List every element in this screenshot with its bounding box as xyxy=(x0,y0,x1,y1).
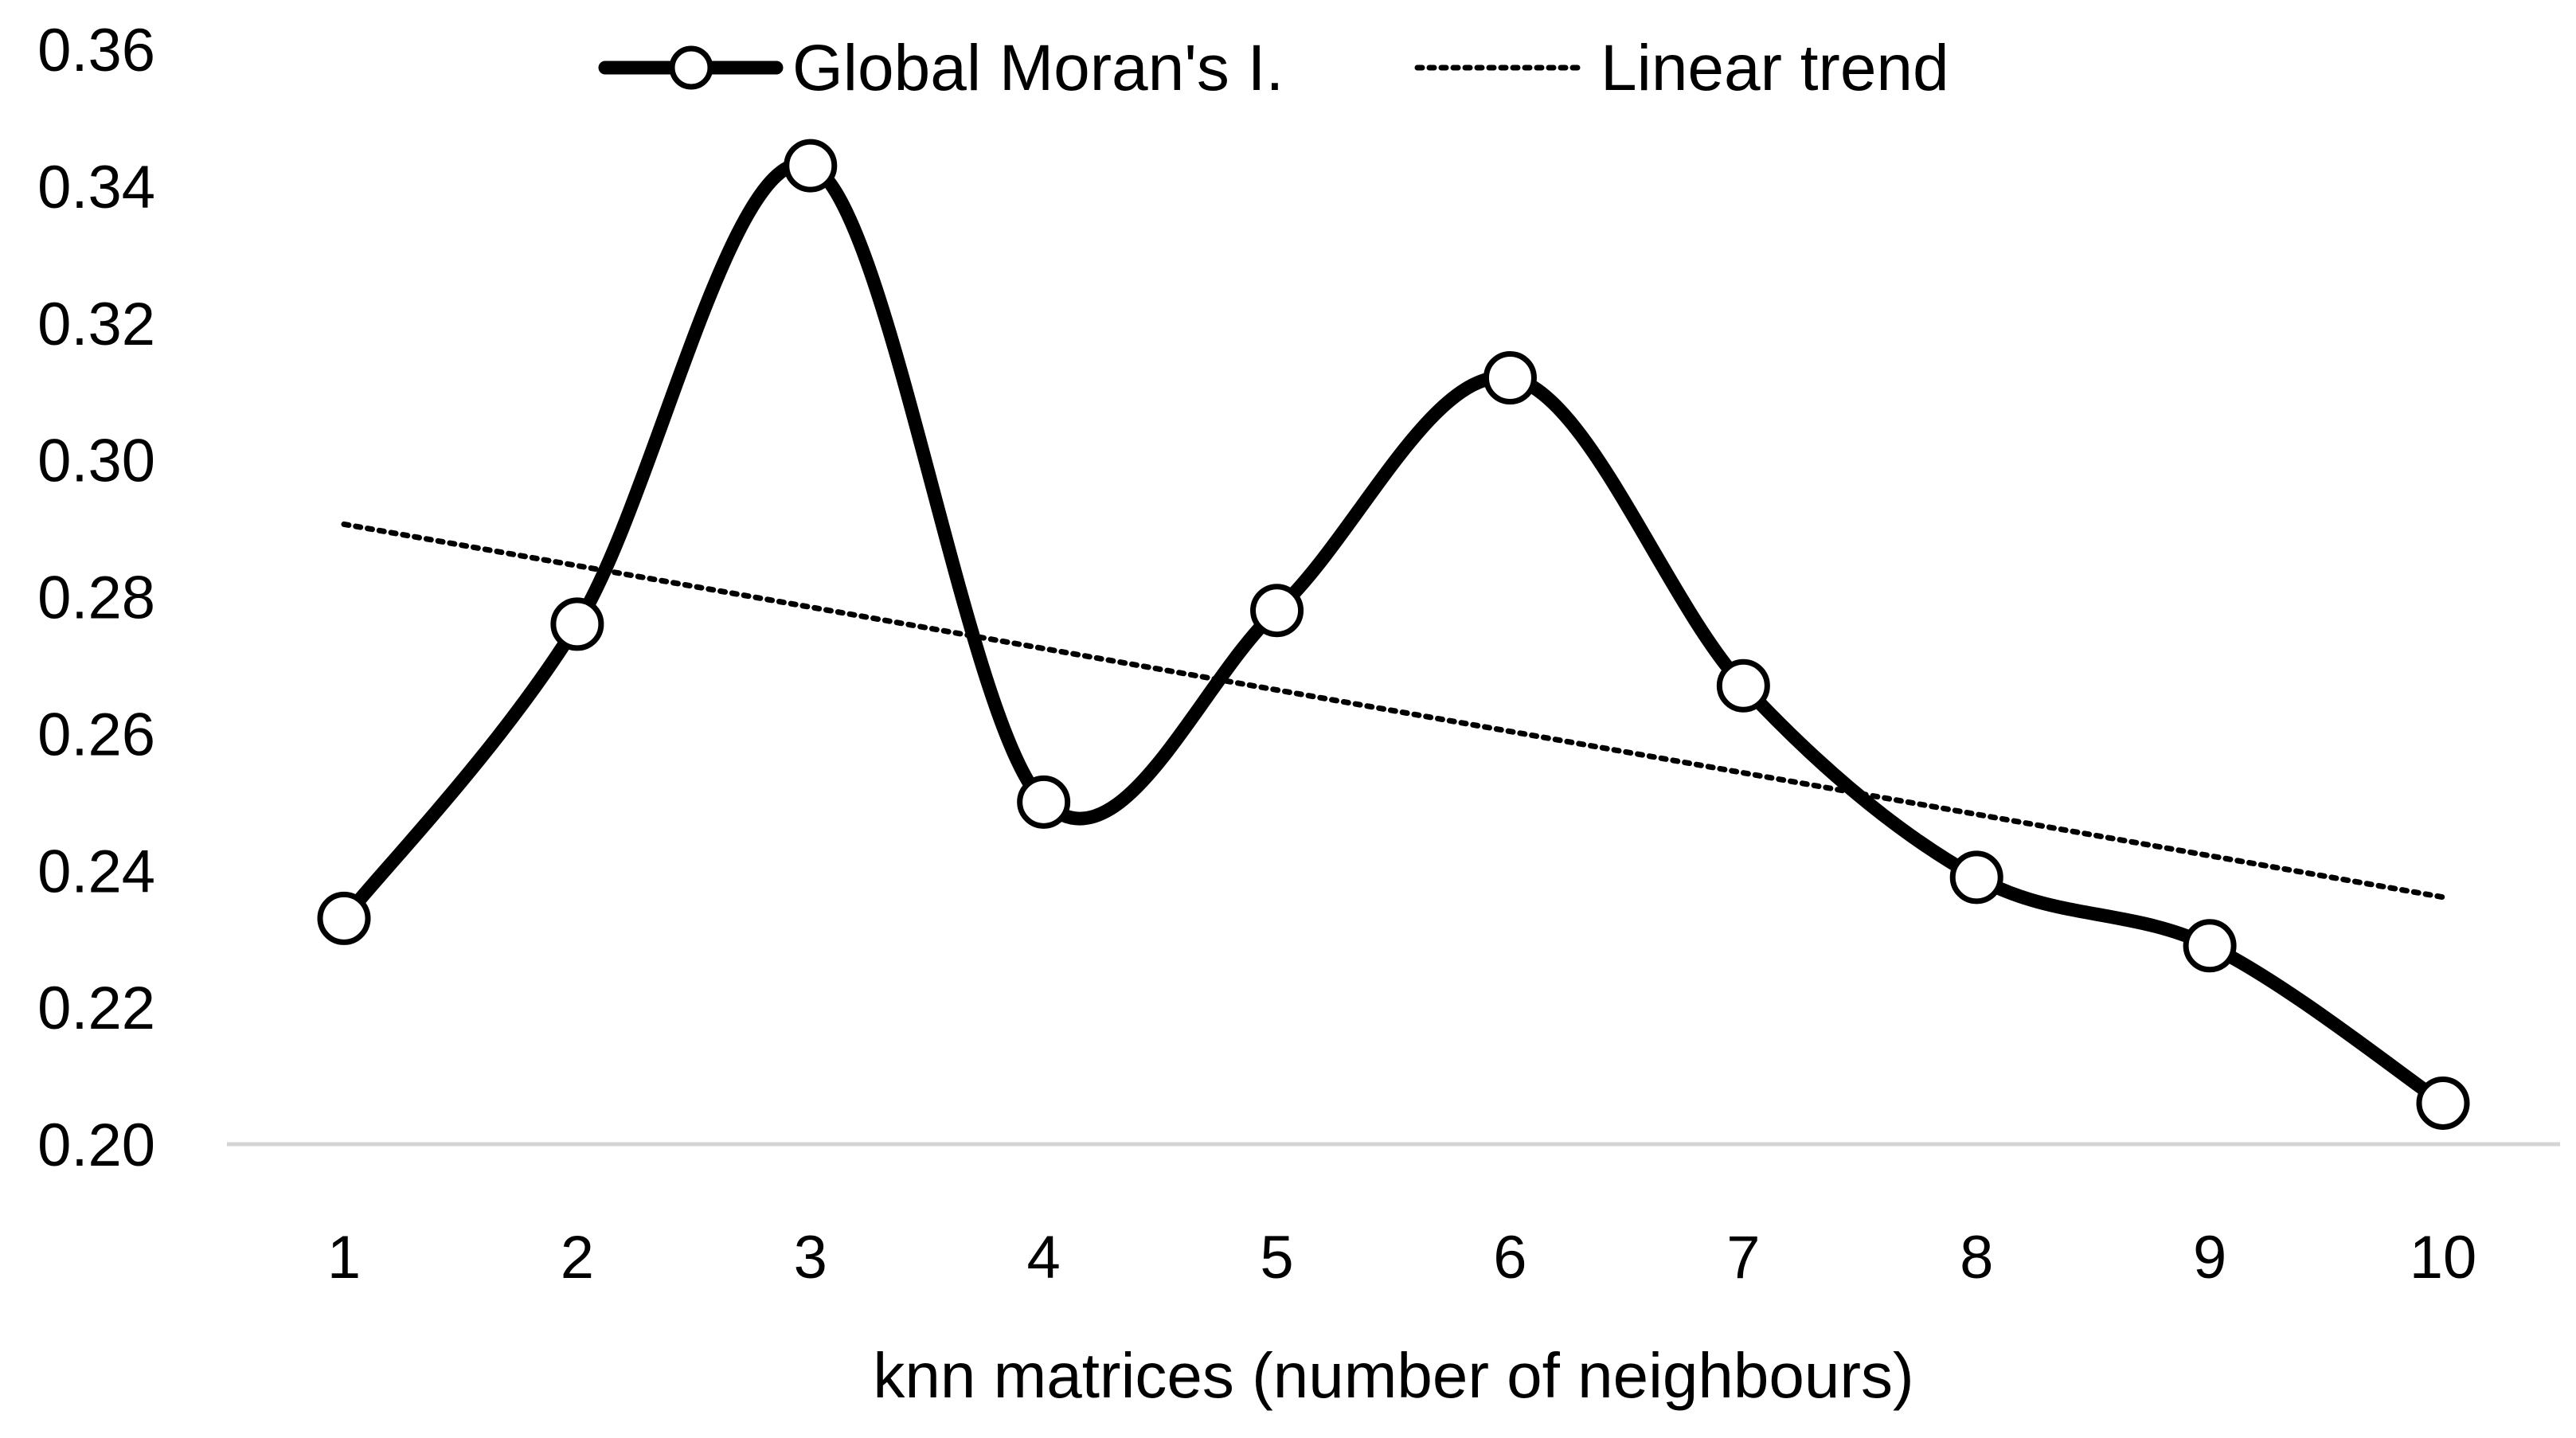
data-point-marker xyxy=(1716,658,1770,713)
data-point-marker xyxy=(1017,775,1071,829)
x-tick-label: 10 xyxy=(2410,1224,2477,1291)
legend-label-global-morans-i: Global Moran's I. xyxy=(792,32,1284,104)
y-tick-label: 0.20 xyxy=(37,1112,155,1179)
y-axis-tick-labels: 0.20 0.22 0.24 0.26 0.28 0.30 0.32 0.34 0.36 xyxy=(37,17,155,1179)
y-tick-label: 0.32 xyxy=(37,291,155,358)
y-tick-label: 0.36 xyxy=(37,17,155,84)
series-line-global-moran-s-i xyxy=(337,157,2450,1110)
data-point-marker xyxy=(1483,351,1537,404)
y-tick-label: 0.30 xyxy=(37,428,155,495)
y-tick-label: 0.22 xyxy=(37,975,155,1042)
x-axis-tick-labels: 1 2 3 4 5 6 7 8 9 10 xyxy=(327,1224,2476,1291)
data-point-marker xyxy=(317,891,371,945)
legend-label-linear-trend: Linear trend xyxy=(1601,32,1949,104)
series-line-linear-trend xyxy=(341,521,2446,901)
x-tick-label: 1 xyxy=(327,1224,361,1291)
x-tick-label: 6 xyxy=(1493,1224,1526,1291)
legend-marker-global-morans-i xyxy=(669,45,713,90)
x-tick-label: 8 xyxy=(1960,1224,1993,1291)
legend: Global Moran's I. Linear trend xyxy=(598,32,1949,104)
data-point-marker xyxy=(2183,919,2237,973)
y-tick-label: 0.24 xyxy=(37,838,155,905)
data-point-marker xyxy=(2416,1076,2470,1130)
x-tick-label: 3 xyxy=(794,1224,827,1291)
data-point-marker xyxy=(550,597,604,651)
x-tick-label: 5 xyxy=(1260,1224,1293,1291)
y-tick-label: 0.26 xyxy=(37,701,155,768)
x-tick-label: 2 xyxy=(561,1224,594,1291)
data-point-marker xyxy=(784,139,838,193)
data-point-marker xyxy=(1949,850,2003,905)
x-tick-label: 9 xyxy=(2193,1224,2226,1291)
x-axis-title: knn matrices (number of neighbours) xyxy=(873,1340,1913,1411)
series-layer xyxy=(317,139,2470,1130)
x-tick-label: 4 xyxy=(1027,1224,1061,1291)
y-tick-label: 0.28 xyxy=(37,565,155,632)
data-point-marker xyxy=(1250,584,1304,638)
y-tick-label: 0.34 xyxy=(37,154,155,221)
x-tick-label: 7 xyxy=(1726,1224,1760,1291)
